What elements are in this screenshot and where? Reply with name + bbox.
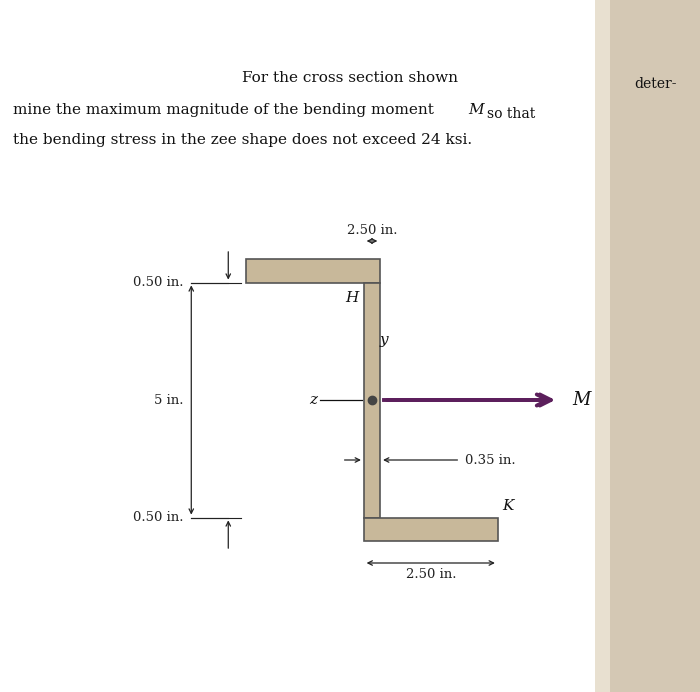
Text: 2.50 in.: 2.50 in.	[346, 224, 398, 237]
Text: 0.35 in.: 0.35 in.	[466, 453, 516, 466]
Text: H: H	[346, 291, 359, 304]
Text: y: y	[379, 333, 389, 347]
Text: 0.50 in.: 0.50 in.	[133, 511, 183, 524]
Text: z: z	[309, 393, 317, 407]
Text: 0.50 in.: 0.50 in.	[133, 276, 183, 289]
Text: 5 in.: 5 in.	[154, 394, 183, 406]
Bar	[364, 518, 498, 541]
Bar	[364, 282, 380, 518]
Text: mine the maximum magnitude of the bending moment: mine the maximum magnitude of the bendin…	[13, 103, 434, 117]
Text: 2.50 in.: 2.50 in.	[405, 569, 456, 581]
Bar	[246, 259, 380, 282]
Text: the bending stress in the zee shape does not exceed 24 ksi.: the bending stress in the zee shape does…	[13, 133, 472, 147]
Bar	[600, 0, 700, 692]
Text: M: M	[468, 103, 484, 117]
Text: so that: so that	[487, 107, 536, 121]
Bar	[595, 0, 610, 692]
Text: M: M	[572, 391, 590, 409]
Text: K: K	[503, 500, 514, 513]
Text: For the cross section shown: For the cross section shown	[242, 71, 458, 85]
Text: deter-: deter-	[634, 77, 676, 91]
